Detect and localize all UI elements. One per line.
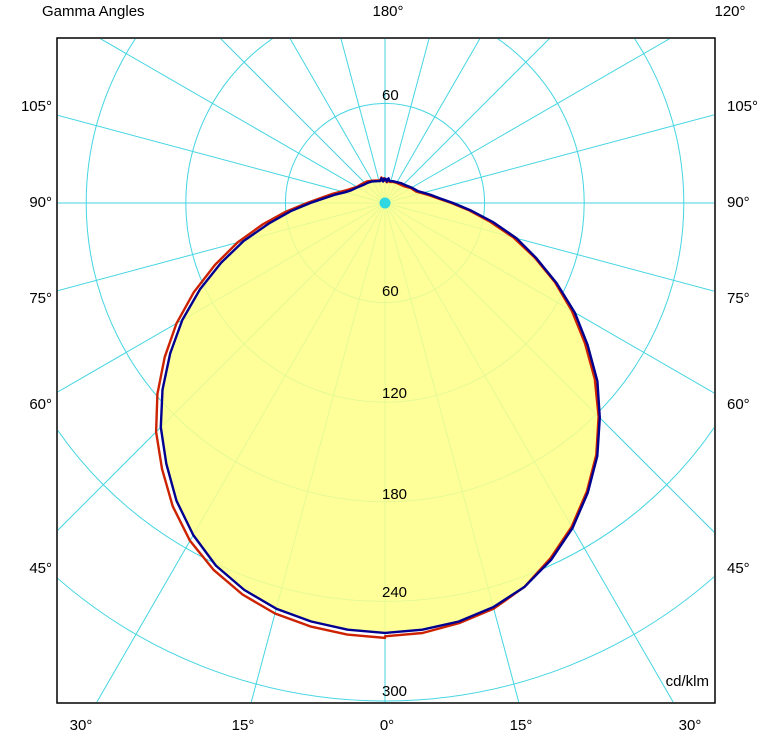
grid-ray-210: [289, 39, 386, 204]
gamma-label-left-45: 45°: [29, 560, 52, 577]
curve-red: [154, 176, 600, 640]
radial-tick-60-up: 60: [382, 87, 399, 104]
gamma-label-right-90: 90°: [727, 194, 750, 211]
gamma-label-left-105: 105°: [20, 98, 52, 115]
gamma-label-right-45: 45°: [727, 560, 750, 577]
grid-ray-165: [384, 39, 430, 204]
grid-ray-225: [220, 39, 386, 204]
grid-ray-135: [384, 39, 550, 204]
gamma-label-bottom-30r: 30°: [678, 717, 702, 734]
gamma-label-bottom-15l: 15°: [231, 717, 255, 734]
gamma-label-right-105: 105°: [727, 98, 759, 115]
gamma-label-left-60: 60°: [29, 396, 52, 413]
intensity-fill: [160, 178, 600, 633]
gamma-label-left-75: 75°: [29, 290, 52, 307]
unit-label: cd/klm: [665, 673, 709, 690]
gamma-label-bottom-15r: 15°: [509, 717, 533, 734]
gamma-label-bottom-30l: 30°: [69, 717, 93, 734]
gamma-label-right-75: 75°: [727, 290, 750, 307]
grid-ray-150: [384, 39, 481, 204]
grid-ray-120: [384, 39, 671, 204]
plot-border: [56, 37, 716, 704]
gamma-label-bottom-0: 0°: [379, 717, 395, 734]
radial-tick-300: 300: [382, 683, 408, 700]
page-title: Gamma Angles: [42, 3, 145, 20]
radial-tick-180: 180: [382, 486, 408, 503]
radial-tick-120: 120: [382, 385, 408, 402]
gamma-label-right-60: 60°: [727, 396, 750, 413]
grid-ray-105: [384, 114, 714, 204]
polar-center-dot: [379, 197, 391, 209]
gamma-label-left-90: 90°: [29, 194, 52, 211]
grid-ray-255: [58, 114, 386, 204]
grid-ray-240: [99, 39, 386, 204]
radial-tick-60: 60: [382, 283, 399, 300]
gamma-label-top-180: 180°: [372, 3, 404, 20]
curve-blue: [159, 177, 601, 635]
gamma-label-top-120: 120°: [714, 3, 746, 20]
grid-ray-195: [340, 39, 386, 204]
radial-tick-240: 240: [382, 584, 408, 601]
